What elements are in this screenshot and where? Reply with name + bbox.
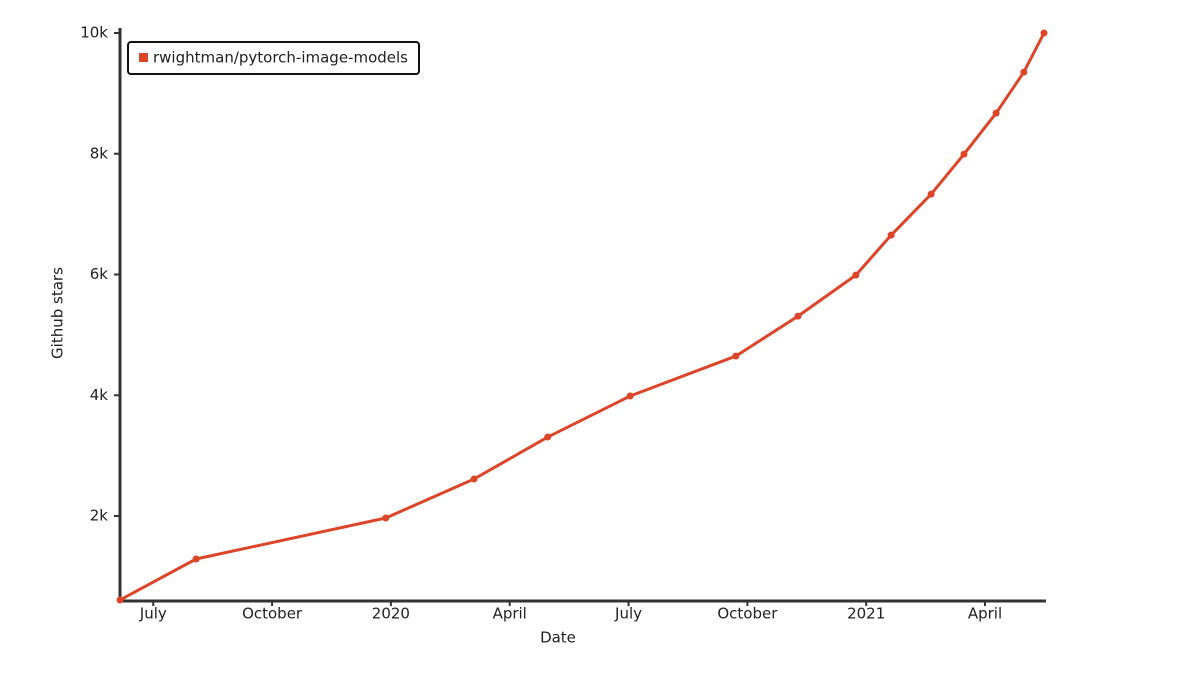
legend-label: rwightman/pytorch-image-models (153, 49, 408, 67)
series-line (119, 32, 1046, 602)
data-point (626, 392, 634, 400)
data-point (732, 352, 740, 360)
data-point (192, 555, 200, 563)
data-point (794, 312, 802, 320)
data-point (382, 514, 390, 522)
data-point (992, 109, 1000, 117)
legend-box (127, 41, 420, 75)
x-tick-label: April (493, 605, 527, 623)
data-point (1040, 29, 1048, 37)
data-point (1020, 68, 1028, 76)
data-point (852, 271, 860, 279)
data-point (960, 150, 968, 158)
data-point (470, 475, 478, 483)
legend-swatch (139, 53, 148, 62)
y-tick-label: 6k (90, 265, 109, 283)
data-point (887, 231, 895, 239)
y-tick-label: 10k (80, 24, 108, 42)
data-point (116, 596, 124, 604)
y-tick-label: 8k (90, 144, 109, 162)
x-tick-label: 2021 (847, 605, 885, 623)
x-tick-label: July (139, 605, 167, 623)
x-tick-label: July (614, 605, 642, 623)
y-tick-label: 2k (90, 507, 109, 525)
y-axis-label: Github stars (49, 267, 67, 359)
y-tick-label: 4k (90, 386, 109, 404)
x-axis-label: Date (540, 629, 576, 647)
x-tick-label: October (717, 605, 778, 623)
data-point (544, 433, 552, 441)
data-point (927, 190, 935, 198)
x-tick-label: 2020 (372, 605, 410, 623)
x-tick-label: April (968, 605, 1002, 623)
x-tick-label: October (242, 605, 303, 623)
